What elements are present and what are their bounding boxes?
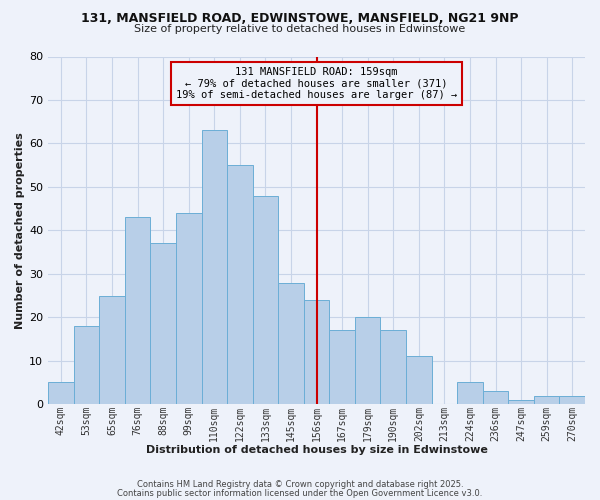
Bar [74,326,99,404]
Bar [48,382,74,404]
Bar [99,296,125,404]
Bar [202,130,227,404]
Text: 131 MANSFIELD ROAD: 159sqm
← 79% of detached houses are smaller (371)
19% of sem: 131 MANSFIELD ROAD: 159sqm ← 79% of deta… [176,67,457,100]
Text: Size of property relative to detached houses in Edwinstowe: Size of property relative to detached ho… [134,24,466,34]
Bar [278,282,304,404]
Bar [253,196,278,404]
Y-axis label: Number of detached properties: Number of detached properties [15,132,25,328]
Bar [508,400,534,404]
Bar [329,330,355,404]
Bar [355,318,380,404]
Bar [125,218,151,404]
Bar [406,356,431,404]
Bar [483,391,508,404]
Text: Contains public sector information licensed under the Open Government Licence v3: Contains public sector information licen… [118,488,482,498]
Bar [559,396,585,404]
Bar [457,382,483,404]
Bar [151,244,176,404]
Bar [176,213,202,404]
Bar [304,300,329,404]
Bar [227,165,253,404]
X-axis label: Distribution of detached houses by size in Edwinstowe: Distribution of detached houses by size … [146,445,488,455]
Bar [380,330,406,404]
Bar [534,396,559,404]
Text: 131, MANSFIELD ROAD, EDWINSTOWE, MANSFIELD, NG21 9NP: 131, MANSFIELD ROAD, EDWINSTOWE, MANSFIE… [81,12,519,26]
Text: Contains HM Land Registry data © Crown copyright and database right 2025.: Contains HM Land Registry data © Crown c… [137,480,463,489]
